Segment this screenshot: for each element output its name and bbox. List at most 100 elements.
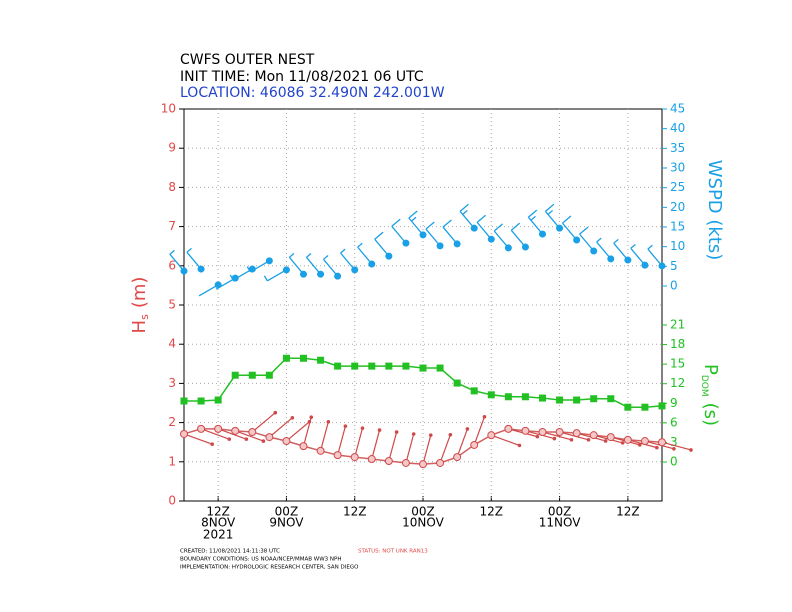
wind-barb — [544, 210, 561, 229]
y-tick-label: 3 — [168, 376, 176, 390]
y-tick-label: 10 — [161, 102, 176, 116]
wind-feather — [579, 226, 589, 235]
wind-feather — [323, 254, 329, 260]
wave-arrow-head — [603, 439, 608, 443]
point — [419, 460, 427, 469]
wave-arrow — [235, 430, 264, 442]
wave-arrow — [388, 431, 398, 462]
point — [436, 458, 445, 467]
point — [487, 431, 496, 440]
x-tick-label: 12Z — [480, 505, 504, 519]
wave-arrow-head — [360, 426, 365, 430]
point — [317, 356, 325, 364]
y2-tick-label: 5 — [670, 259, 678, 273]
y-tick-label: 6 — [168, 258, 176, 272]
point — [590, 247, 598, 255]
wind-feather — [374, 231, 384, 240]
chart-subtitle: INIT TIME: Mon 11/08/2021 06 UTC — [180, 69, 424, 85]
footer: BOUNDARY CONDITIONS: US NOAA/NCEP/MMAB W… — [180, 557, 342, 563]
point — [624, 403, 632, 411]
wave-arrow-head — [309, 415, 314, 419]
wave-arrow-head — [261, 439, 266, 443]
wind-feather — [630, 243, 636, 249]
point — [350, 453, 359, 462]
point — [334, 272, 342, 280]
wave-arrow-head — [227, 437, 232, 441]
point — [334, 362, 342, 370]
y3-tick-label: 9 — [670, 396, 678, 410]
wind-barb — [288, 256, 304, 275]
point — [317, 270, 325, 278]
point — [539, 394, 546, 402]
wind-feather — [411, 216, 417, 222]
wave-arrow-head — [655, 445, 659, 450]
wind-feather — [527, 209, 538, 218]
wind-feather — [562, 215, 572, 224]
point — [265, 257, 273, 265]
point — [606, 433, 615, 442]
x-tick-label: 12Z — [206, 505, 230, 519]
point — [248, 265, 256, 273]
point — [641, 403, 649, 411]
y2-tick-label: 45 — [670, 102, 685, 116]
wave-arrow — [183, 433, 213, 445]
wave-arrow — [268, 417, 293, 438]
point — [470, 440, 479, 449]
wind-feather — [613, 238, 619, 244]
point — [658, 438, 666, 447]
point — [555, 428, 564, 437]
wind-barb — [647, 248, 663, 267]
x-tick-label: 12Z — [616, 505, 640, 519]
wind-feather — [391, 218, 401, 227]
x-year-label: 2021 — [203, 528, 234, 542]
wave-arrow-head — [448, 432, 453, 437]
status: STATUS: NOT UNK RAN13 — [358, 549, 428, 555]
point — [658, 262, 666, 270]
point — [624, 256, 632, 264]
wave-arrow-head — [535, 434, 540, 439]
wind-feather — [493, 223, 504, 232]
point — [300, 354, 307, 362]
point — [641, 261, 649, 269]
y3-tick-label: 12 — [670, 376, 685, 390]
point — [300, 270, 307, 278]
wind-feather — [357, 242, 363, 248]
wind-feather — [340, 248, 346, 254]
y2-axis-label: WSPD (kts) — [704, 160, 725, 261]
x-tick-label: 00Z — [548, 505, 572, 519]
wave-arrow-head — [637, 443, 642, 447]
wind-feather — [408, 210, 418, 219]
y2-tick-label: 10 — [670, 239, 685, 253]
footer: IMPLEMENTATION: HYDROLOGIC RESEARCH CENT… — [180, 565, 359, 571]
point — [504, 424, 513, 433]
point — [180, 267, 188, 275]
point — [282, 266, 290, 274]
point — [214, 396, 222, 404]
y3-tick-label: 18 — [670, 337, 685, 351]
point — [658, 402, 666, 410]
y3-tick-label: 0 — [670, 455, 678, 469]
wind-barb — [596, 241, 612, 260]
wave-arrow — [286, 421, 310, 442]
y3-tick-label: 15 — [670, 357, 685, 371]
point — [385, 362, 393, 370]
point — [385, 252, 393, 260]
wind-feather — [510, 222, 521, 231]
y-tick-label: 2 — [168, 415, 176, 429]
wave-arrow-head — [552, 436, 557, 441]
wave-arrow — [200, 428, 230, 440]
wave-arrow — [354, 427, 364, 458]
y-tick-label: 5 — [168, 298, 176, 312]
y3-axis-label: PDOM(s) — [700, 364, 722, 426]
wave-arrow — [251, 412, 276, 433]
point — [214, 424, 223, 433]
wind-feather — [246, 266, 251, 273]
y2-tick-label: 25 — [670, 180, 685, 194]
wave-arrow-head — [482, 414, 487, 419]
point — [316, 446, 325, 455]
point — [539, 230, 546, 238]
wind-feather — [442, 219, 452, 228]
wave-arrow — [456, 428, 468, 458]
wind-barb — [215, 277, 236, 290]
